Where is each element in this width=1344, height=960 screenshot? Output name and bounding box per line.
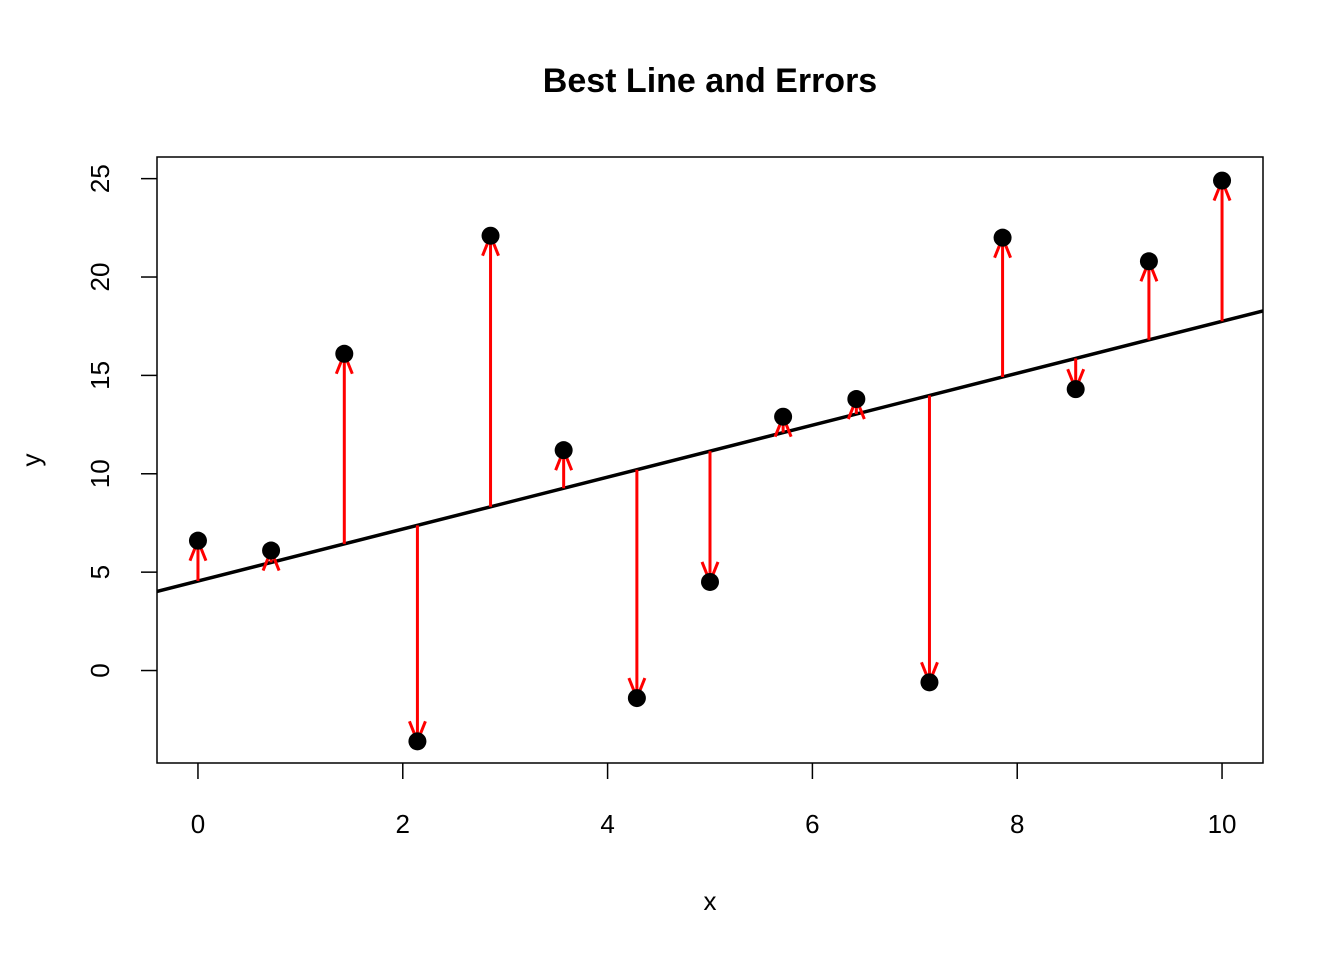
y-tick-label: 0 [85,663,115,677]
error-arrow [408,525,427,746]
data-point [262,541,281,560]
plot-frame [156,156,1264,764]
y-tick-label: 25 [85,164,115,193]
x-axis-label: x [704,886,717,916]
y-axis-label: y [16,454,46,467]
data-point [1139,252,1158,271]
data-point [554,441,573,460]
x-tick-label: 10 [1208,809,1237,839]
x-tick-label: 2 [396,809,410,839]
y-tick-label: 5 [85,565,115,579]
x-tick-label: 6 [805,809,819,839]
data-point [920,673,939,692]
data-point [847,390,866,409]
data-point [993,228,1012,247]
error-arrow [700,451,720,587]
y-tick-label: 15 [85,361,115,390]
error-arrow [334,349,354,544]
error-arrow [481,231,500,507]
data-point [481,226,500,245]
chart-title: Best Line and Errors [543,62,877,100]
y-tick-label: 20 [85,263,115,292]
data-point [627,689,646,708]
x-tick-label: 8 [1010,809,1024,839]
data-point [408,732,427,751]
data-point [774,407,793,426]
error-arrow [1212,176,1232,322]
data-point [188,531,207,550]
x-axis: 0 2 4 6 8 10 [191,763,1237,839]
error-arrow [920,395,939,687]
error-arrow [627,469,647,703]
y-axis: 0 5 10 15 20 25 [85,164,157,678]
error-arrow [993,233,1012,377]
data-point [701,572,719,591]
x-tick-label: 0 [191,809,205,839]
data-point [1066,380,1085,399]
error-arrow [1139,257,1159,340]
y-tick-label: 10 [85,459,115,488]
data-point [1213,171,1232,190]
x-tick-label: 4 [600,809,614,839]
data-point [335,344,354,363]
